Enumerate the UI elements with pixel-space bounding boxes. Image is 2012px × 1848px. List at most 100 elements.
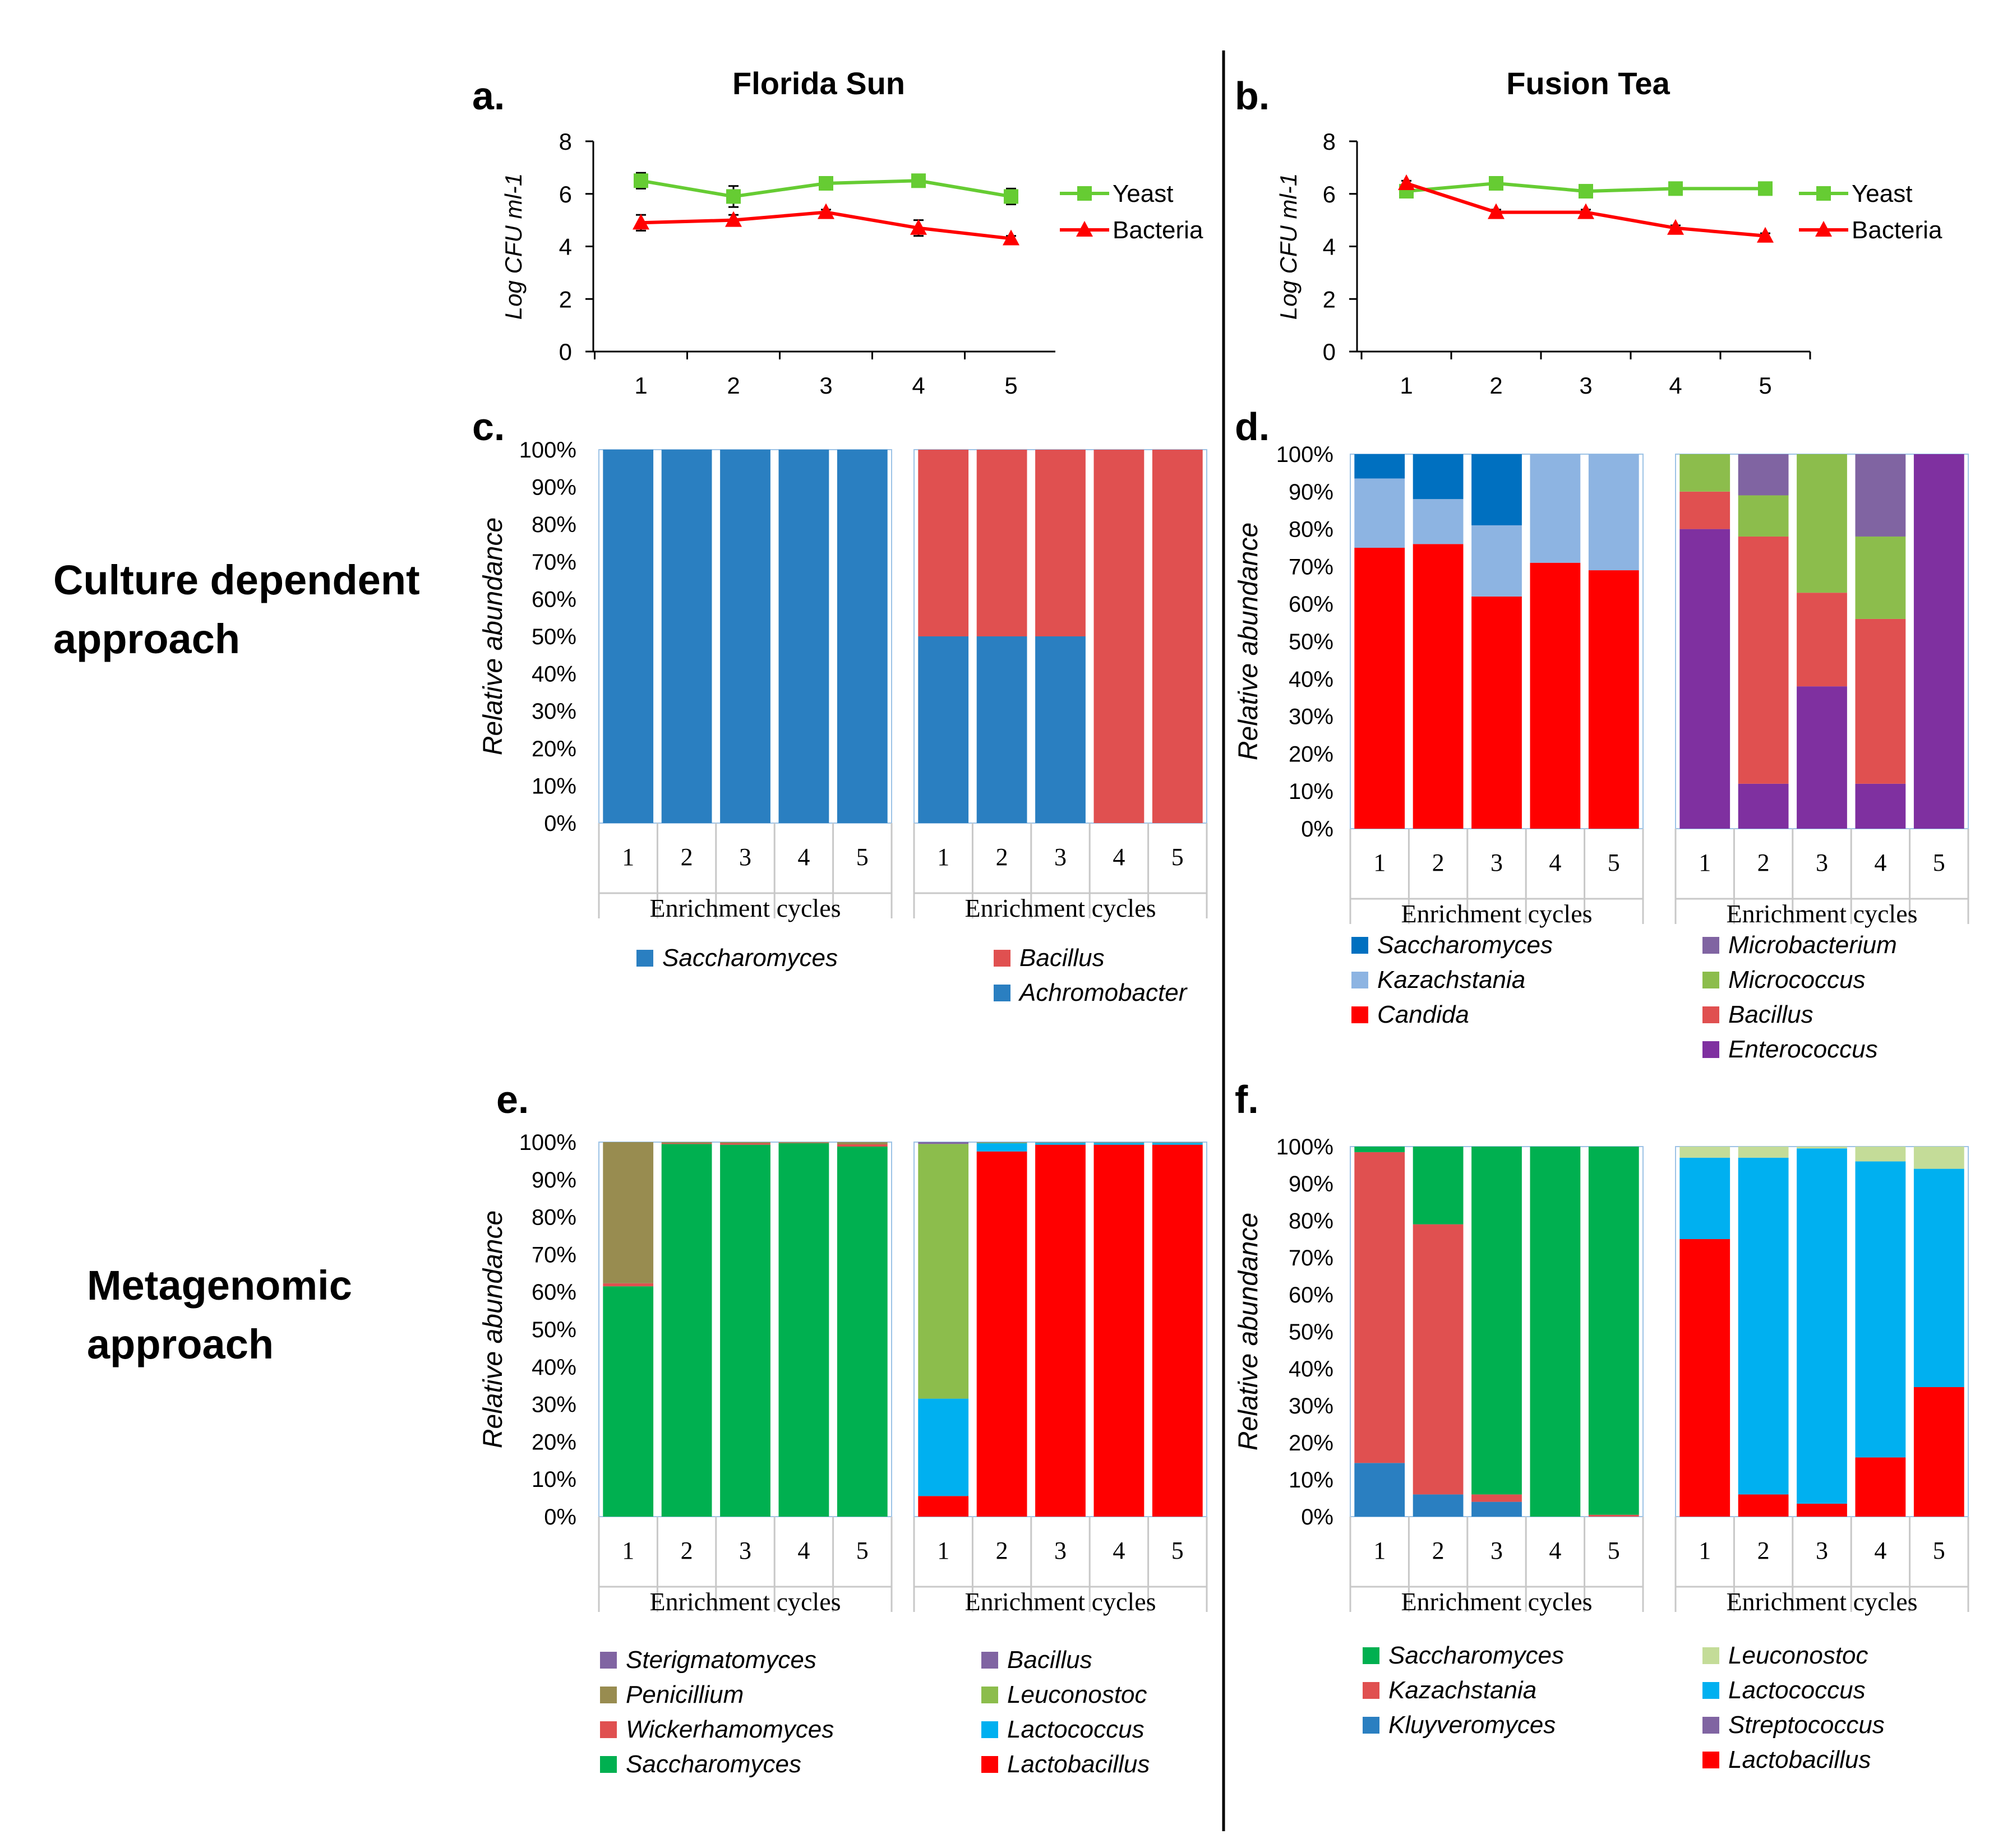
x-tick-label: 4: [1549, 1537, 1561, 1564]
legend-label: Candida: [1377, 1001, 1469, 1028]
y-tick-label: 6: [1323, 181, 1336, 207]
legend-swatch: [1702, 1006, 1719, 1023]
x-tick-label: 2: [1432, 1537, 1445, 1564]
y-axis-label: Relative abundance: [478, 1211, 508, 1448]
bar-segment-micrococcus: [1797, 454, 1847, 593]
bar-segment-enterococcus: [1797, 686, 1847, 829]
bar-segment-lactobacillus: [1035, 1144, 1086, 1517]
legend-swatch: [1702, 937, 1719, 954]
x-tick-label: 5: [856, 1537, 869, 1564]
bar-segment-saccharomyces: [1471, 1147, 1522, 1495]
x-tick-label: 4: [797, 843, 810, 871]
y-tick-label: 60%: [532, 1280, 576, 1305]
bar-segment-saccharomyces: [1530, 1147, 1581, 1517]
legend-label: Leuconostoc: [1007, 1681, 1147, 1708]
legend-swatch: [994, 950, 1010, 967]
x-tick-label: 3: [739, 1537, 751, 1564]
legend-swatch: [1702, 1717, 1719, 1734]
y-tick-label: 8: [559, 128, 572, 155]
y-tick-label: 30%: [1289, 1394, 1333, 1419]
legend-swatch: [981, 1652, 998, 1669]
bar-segment-bacillus: [918, 450, 969, 636]
panel-label: c.: [472, 405, 505, 449]
bar-segment-lactococcus: [1855, 1161, 1906, 1458]
legend-label: Bacillus: [1728, 1001, 1813, 1028]
y-tick-label: 30%: [1289, 705, 1333, 729]
y-tick-label: 60%: [532, 587, 576, 612]
legend-swatch: [981, 1687, 998, 1703]
legend-swatch: [994, 985, 1010, 1001]
panel-d-bar-chart: d. 0% 10% 20% 30% 40% 50% 60% 70% 80% 90% 100% Relat…: [1234, 405, 1969, 1063]
bar-segment-enterococcus: [1738, 783, 1789, 829]
legend-label: Achromobacter: [1018, 979, 1188, 1006]
bar-segment-leuconostoc: [1855, 1147, 1906, 1162]
panel-a-line-chart: a. Florida Sun 0 2 4 6 8 1 2 3 4 5 Log CFU ml-1 Yeast…: [472, 66, 1203, 399]
bacteria-marker: [1667, 219, 1684, 235]
y-tick-label: 100%: [1276, 442, 1333, 467]
bar-segment-penicillium: [661, 1142, 712, 1144]
legend-label: Wickerhamomyces: [626, 1716, 834, 1743]
panel-f-bar-chart: f. 0% 10% 20% 30% 40% 50% 60% 70% 80% 90% 100% Relat…: [1234, 1078, 1969, 1773]
y-tick-label: 50%: [1289, 1320, 1333, 1345]
bar-segment-lactococcus: [1797, 1148, 1847, 1504]
y-tick-label: 10%: [1289, 1468, 1333, 1493]
legend-label: Bacteria: [1852, 216, 1942, 244]
y-tick-label: 60%: [1289, 592, 1333, 617]
bar-segment-saccharomyces: [1413, 454, 1464, 500]
y-tick-label: 30%: [532, 1393, 576, 1417]
y-tick-label: 20%: [1289, 1431, 1333, 1456]
bar-segment-lactobacillus: [1152, 1144, 1203, 1517]
bar-segment-lactococcus: [1913, 1168, 1964, 1387]
x-axis-label: Enrichment cycles: [965, 1587, 1156, 1616]
bar-segment-saccharomyces: [1588, 1147, 1639, 1515]
bar-segment-kazachstania: [1413, 1224, 1464, 1495]
x-tick-label: 5: [1004, 372, 1017, 399]
y-tick-label: 100%: [519, 438, 576, 463]
row-label-metagenomic-line1: Metagenomic: [87, 1262, 352, 1309]
bar-segment-bacillus: [1738, 536, 1789, 784]
y-tick-label: 40%: [532, 662, 576, 687]
y-tick-label: 40%: [1289, 667, 1333, 692]
legend-marker: [1815, 221, 1832, 237]
x-tick-label: 1: [937, 843, 949, 871]
bar-segment-saccharomyces: [1354, 1147, 1405, 1152]
x-tick-label: 4: [1874, 1537, 1886, 1564]
x-tick-label: 5: [1608, 849, 1620, 876]
bacteria-marker: [1003, 229, 1019, 246]
x-tick-label: 1: [1400, 372, 1413, 399]
bar-segment-lactobacillus: [1679, 1239, 1730, 1517]
x-axis-label: Enrichment cycles: [1401, 899, 1592, 928]
x-tick-label: 3: [1816, 849, 1828, 876]
x-tick-label: 3: [1579, 372, 1592, 399]
bar-segment-enterococcus: [1679, 529, 1730, 829]
bar-segment-candida: [1354, 548, 1405, 829]
yeast-marker: [1668, 181, 1683, 196]
x-tick-label: 3: [1490, 849, 1503, 876]
y-tick-label: 20%: [532, 1430, 576, 1454]
x-tick-label: 4: [1874, 849, 1886, 876]
legend-label: Kazachstania: [1377, 966, 1525, 994]
legend-marker: [1816, 186, 1831, 201]
bacteria-marker: [1488, 203, 1505, 219]
y-tick-label: 8: [1323, 128, 1336, 155]
panel-b-line-chart: b. Fusion Tea 0 2 4 6 8 1 2 3 4 5 Log CFU ml-1 Yeast B…: [1235, 66, 1942, 399]
bar-segment-wickerhamomyces: [661, 1143, 712, 1144]
x-tick-label: 2: [1432, 849, 1445, 876]
legend-label: Lactobacillus: [1728, 1746, 1871, 1773]
x-tick-label: 3: [819, 372, 832, 399]
y-tick-label: 2: [559, 286, 572, 312]
x-tick-label: 5: [1608, 1537, 1620, 1564]
legend-swatch: [1351, 1006, 1368, 1023]
panel-label: b.: [1235, 74, 1270, 118]
y-tick-label: 20%: [532, 737, 576, 761]
y-tick-label: 0: [559, 339, 572, 365]
legend-swatch: [981, 1721, 998, 1738]
bar-segment-bacillus: [1152, 1142, 1203, 1143]
y-tick-label: 90%: [1289, 480, 1333, 505]
bar-segment-kazachstania: [1354, 1152, 1405, 1463]
x-tick-label: 4: [797, 1537, 810, 1564]
x-tick-label: 1: [1373, 849, 1386, 876]
bar-segment-lactobacillus: [1093, 1144, 1145, 1517]
legend-marker: [1077, 186, 1092, 201]
